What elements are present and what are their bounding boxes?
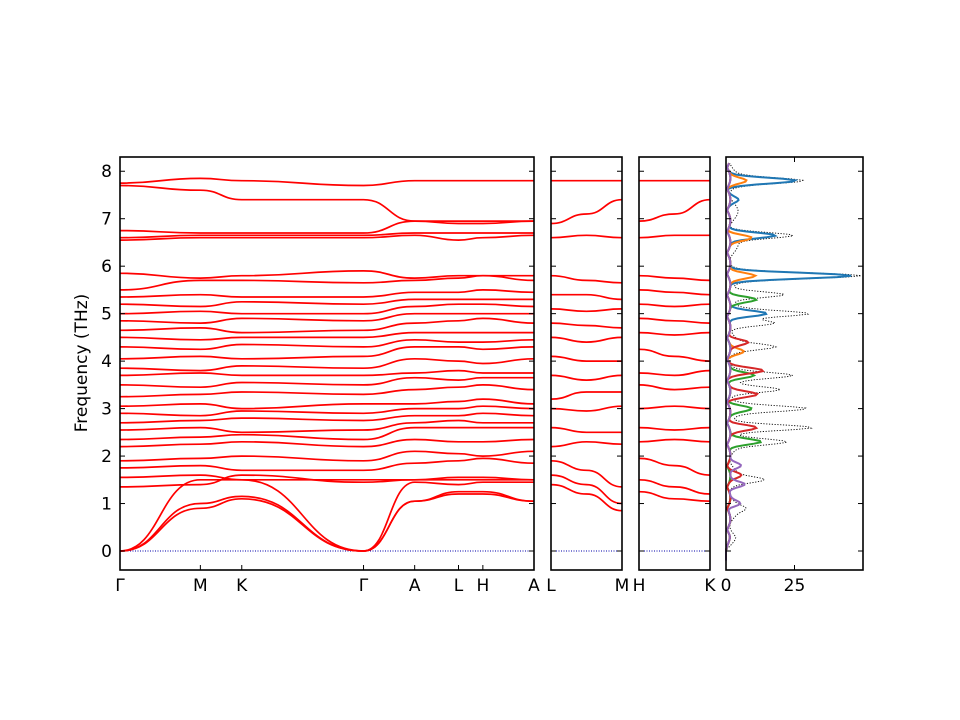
band-line: [638, 438, 711, 443]
band-line: [119, 346, 535, 360]
band-line: [638, 234, 710, 239]
band-line: [550, 374, 623, 381]
band-line: [638, 384, 711, 391]
band-line: [119, 376, 534, 389]
band-line: [119, 412, 535, 424]
panel-frame: [550, 156, 623, 571]
band-line: [550, 355, 622, 362]
y-tick-label: 4: [101, 352, 112, 372]
band-line: [550, 483, 623, 512]
band-line: [119, 298, 534, 308]
band-line: [550, 274, 623, 284]
band-line: [550, 426, 622, 434]
dos-total-line: [725, 163, 862, 561]
y-tick-label: 2: [101, 447, 112, 467]
band-line: [119, 331, 534, 341]
band-line: [550, 308, 623, 313]
y-axis-label: Frequency (THz): [72, 294, 92, 433]
band-line: [638, 478, 711, 495]
x-tick-label: A: [528, 576, 540, 596]
x-tick-label: L: [546, 576, 556, 596]
band-line: [550, 440, 623, 448]
band-line: [638, 490, 711, 503]
band-line: [119, 405, 535, 417]
band-line: [119, 220, 535, 234]
band-line: [119, 398, 535, 410]
panel-frame: [638, 156, 711, 571]
band-line: [119, 184, 534, 222]
band-line: [638, 405, 711, 410]
x-tick-label: K: [704, 576, 716, 596]
band-line: [638, 198, 711, 222]
band-line: [119, 312, 534, 324]
x-tick-label: A: [409, 576, 421, 596]
band-line: [119, 177, 534, 187]
x-tick-label: H: [633, 576, 646, 596]
band-line: [550, 234, 623, 239]
band-line: [119, 426, 534, 441]
y-tick-label: 1: [101, 495, 112, 515]
band-line: [550, 198, 623, 225]
band-line: [638, 369, 711, 377]
y-tick-label: 7: [101, 210, 112, 230]
band-line: [119, 438, 535, 448]
band-structure-main-panel: 0 1 2 3 4 5 6 7 8 Γ M K Γ A L H A: [101, 156, 540, 596]
band-line: [119, 478, 534, 552]
partial-dos-panel: 0 25: [721, 156, 864, 596]
band-line: [638, 331, 711, 336]
x-tick-label: M: [615, 576, 630, 596]
band-line: [119, 270, 534, 279]
band-line: [550, 405, 623, 412]
y-tick-label: 3: [101, 400, 112, 420]
x-tick-label: Γ: [115, 576, 125, 596]
x-tick-label: L: [454, 576, 464, 596]
band-line: [119, 457, 535, 472]
band-line: [119, 232, 534, 239]
band-line: [119, 338, 535, 351]
dos-purple-line: [725, 162, 746, 561]
band-line: [638, 348, 711, 362]
band-line: [638, 317, 711, 324]
y-tick-label: 0: [101, 542, 112, 562]
band-line: [119, 450, 535, 462]
band-line: [550, 474, 623, 505]
panel-frame: [725, 156, 864, 571]
band-line: [550, 336, 623, 343]
x-tick-label: H: [476, 576, 489, 596]
y-tick-label: 6: [101, 257, 112, 277]
band-line: [119, 369, 534, 377]
band-line: [119, 303, 535, 315]
band-line: [119, 490, 535, 552]
band-line: [119, 317, 535, 334]
band-line: [638, 426, 711, 431]
x-tick-label: M: [193, 576, 208, 596]
dos-blue-line: [725, 162, 852, 561]
band-line: [119, 419, 534, 434]
x-tick-label: K: [236, 576, 248, 596]
band-line: [119, 357, 535, 372]
x-tick-label: 25: [784, 576, 806, 596]
panel-frame: [119, 156, 535, 571]
y-tick-label: 8: [101, 162, 112, 182]
band-line: [638, 289, 711, 296]
x-tick-label: 0: [721, 576, 732, 596]
y-tick-label: 5: [101, 305, 112, 325]
band-line: [119, 289, 535, 298]
band-line: [119, 474, 534, 488]
band-line: [119, 474, 535, 481]
band-line: [550, 459, 623, 488]
band-line: [550, 391, 622, 400]
band-line: [119, 234, 535, 241]
band-line: [550, 322, 623, 329]
band-line: [638, 303, 711, 308]
band-line: [550, 293, 623, 301]
x-tick-label: Γ: [359, 576, 369, 596]
band-line: [638, 274, 711, 282]
band-line: [638, 457, 711, 476]
band-line: [119, 384, 535, 398]
